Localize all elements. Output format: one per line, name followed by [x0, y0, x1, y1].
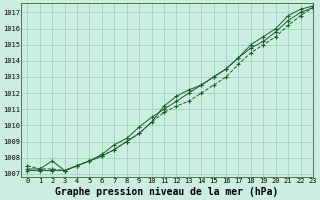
- X-axis label: Graphe pression niveau de la mer (hPa): Graphe pression niveau de la mer (hPa): [55, 187, 279, 197]
